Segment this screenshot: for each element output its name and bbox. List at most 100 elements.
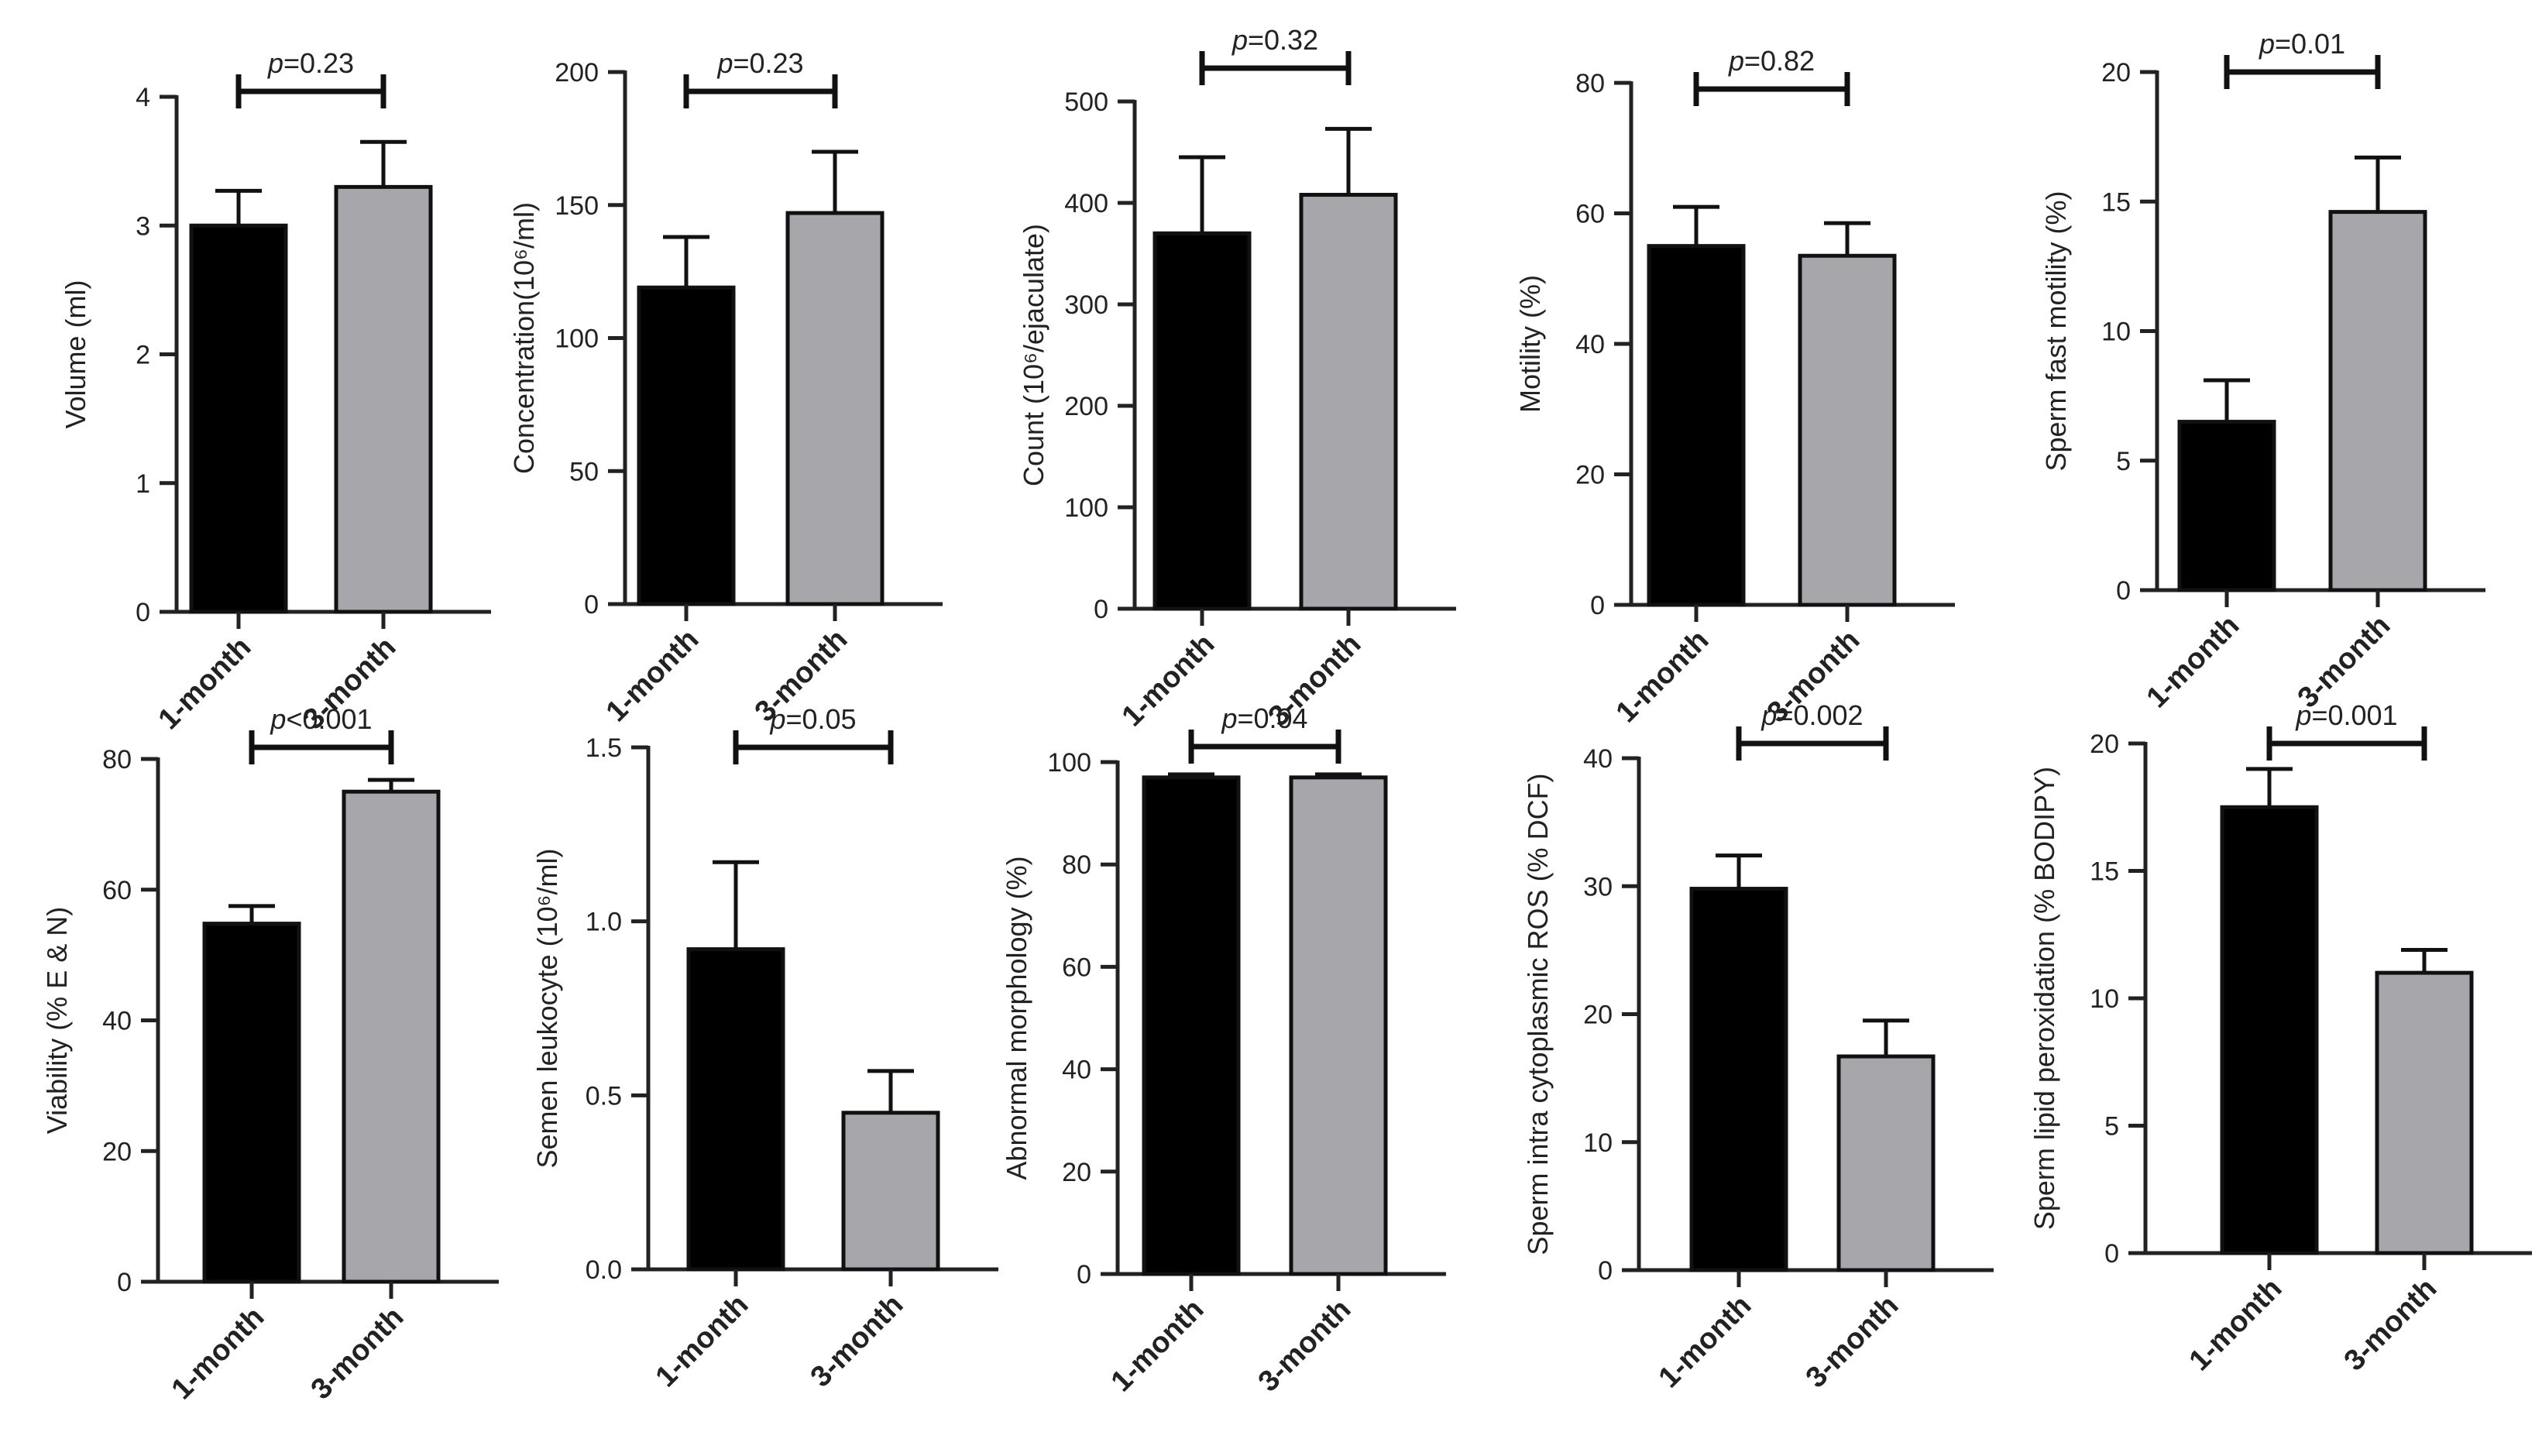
y-tick-label: 60 bbox=[102, 876, 132, 905]
x-category-label: 1-month bbox=[600, 623, 706, 729]
bar-3-month bbox=[2375, 970, 2474, 1255]
y-tick-label: 0 bbox=[584, 590, 599, 620]
y-tick-label: 4 bbox=[136, 83, 150, 112]
y-tick-label: 1.0 bbox=[586, 908, 622, 937]
y-tick-label: 100 bbox=[1064, 493, 1108, 523]
y-tick-label: 5 bbox=[2116, 447, 2131, 476]
y-axis-title: Sperm intra cytoplasmic ROS (% DCF) bbox=[1522, 773, 1554, 1255]
chart-panel-2: 0 50 100 150 200 Concentration(10⁶/ml) 1-month… bbox=[508, 47, 943, 728]
p-value-label: p=0.23 bbox=[267, 47, 354, 79]
y-tick-label: 10 bbox=[2090, 984, 2119, 1014]
chart-panel-8: 0 20 40 60 80 100 Abnormal morphology (%) 1-mon… bbox=[1001, 702, 1446, 1398]
x-category-label: 3-month bbox=[2292, 610, 2397, 715]
y-tick-label: 60 bbox=[1575, 200, 1605, 229]
chart-panel-6: 0 20 40 60 80 Viability (% E & N) 1-month 3-mon… bbox=[41, 703, 499, 1406]
bar-1-month bbox=[686, 947, 785, 1272]
bar-3-month bbox=[334, 184, 433, 614]
y-tick-label: 20 bbox=[1583, 1001, 1613, 1030]
y-tick-label: 10 bbox=[1583, 1128, 1613, 1158]
bar-3-month bbox=[1289, 775, 1388, 1276]
x-category-label: 3-month bbox=[805, 1289, 910, 1394]
y-tick-label: 10 bbox=[2101, 318, 2131, 347]
p-value-label: p=0.32 bbox=[1231, 24, 1318, 56]
bar-1-month bbox=[1689, 887, 1788, 1272]
y-tick-label: 40 bbox=[1583, 744, 1613, 774]
y-axis-title: Abnormal morphology (%) bbox=[1001, 856, 1032, 1180]
y-tick-label: 0.0 bbox=[586, 1255, 622, 1285]
y-tick-label: 150 bbox=[555, 191, 599, 221]
y-tick-label: 100 bbox=[555, 325, 599, 354]
y-tick-label: 15 bbox=[2090, 857, 2119, 887]
y-tick-label: 0 bbox=[1598, 1256, 1613, 1286]
y-tick-label: 30 bbox=[1583, 872, 1613, 901]
y-tick-label: 1 bbox=[136, 469, 150, 499]
bar-3-month bbox=[1798, 253, 1897, 607]
y-tick-label: 20 bbox=[1575, 461, 1605, 490]
bar-3-month bbox=[2328, 210, 2427, 592]
bar-3-month bbox=[1299, 193, 1398, 611]
y-tick-label: 40 bbox=[1575, 330, 1605, 359]
x-category-label: 1-month bbox=[650, 1289, 755, 1394]
x-category-label: 3-month bbox=[1252, 1293, 1358, 1399]
y-tick-label: 0.5 bbox=[586, 1081, 622, 1111]
y-tick-label: 20 bbox=[1062, 1158, 1091, 1187]
y-tick-label: 3 bbox=[136, 211, 150, 241]
p-value-label: p=0.04 bbox=[1221, 702, 1307, 734]
y-tick-label: 0 bbox=[117, 1268, 132, 1297]
p-value-label: p=0.82 bbox=[1728, 45, 1815, 77]
y-tick-label: 2 bbox=[136, 341, 150, 370]
p-value-label: p=0.001 bbox=[2295, 699, 2397, 731]
y-axis-title: Motility (%) bbox=[1514, 275, 1546, 413]
x-category-label: 1-month bbox=[1653, 1289, 1758, 1395]
y-tick-label: 0 bbox=[1590, 591, 1605, 620]
y-axis-title: Concentration(10⁶/ml) bbox=[508, 202, 540, 474]
y-axis-title: Sperm fast motility (%) bbox=[2040, 191, 2072, 471]
p-value-label: p=0.002 bbox=[1761, 699, 1863, 731]
bar-1-month bbox=[2220, 805, 2319, 1255]
y-tick-label: 200 bbox=[555, 58, 599, 88]
y-tick-label: 0 bbox=[136, 598, 150, 627]
chart-panel-7: 0.0 0.5 1.0 1.5 Semen leukocyte (10⁶/ml) 1-mo… bbox=[531, 703, 998, 1393]
bar-3-month bbox=[785, 211, 885, 606]
y-tick-label: 80 bbox=[102, 745, 132, 774]
p-value-label: p=0.05 bbox=[769, 703, 856, 735]
y-tick-label: 80 bbox=[1062, 850, 1091, 880]
y-tick-label: 0 bbox=[1077, 1260, 1091, 1289]
y-tick-label: 300 bbox=[1064, 290, 1108, 320]
x-category-label: 1-month bbox=[153, 631, 258, 737]
y-axis-title: Semen leukocyte (10⁶/ml) bbox=[531, 849, 563, 1169]
y-tick-label: 0 bbox=[2104, 1239, 2119, 1269]
bar-1-month bbox=[1647, 244, 1746, 607]
y-axis-title: Volume (ml) bbox=[60, 280, 91, 428]
y-tick-label: 20 bbox=[2090, 730, 2119, 759]
y-tick-label: 0 bbox=[1094, 595, 1108, 624]
y-tick-label: 20 bbox=[2101, 58, 2131, 88]
y-tick-label: 500 bbox=[1064, 88, 1108, 117]
chart-panel-10: 0 5 10 15 20 Sperm lipid peroxidation (% BODI… bbox=[2028, 699, 2532, 1377]
x-category-label: 3-month bbox=[2338, 1272, 2444, 1378]
chart-panel-5: 0 5 10 15 20 Sperm fast motility (%) 1-month 3-… bbox=[2040, 28, 2485, 714]
p-value-label: p<0.001 bbox=[270, 703, 372, 735]
y-tick-label: 0 bbox=[2116, 576, 2131, 606]
bar-1-month bbox=[637, 285, 736, 606]
chart-panel-3: 0 100 200 300 400 500 Count (10⁶/ejaculate) 1-m… bbox=[1018, 24, 1456, 733]
bar-3-month bbox=[1836, 1054, 1936, 1272]
y-tick-label: 1.5 bbox=[586, 733, 622, 763]
y-axis-title: Sperm lipid peroxidation (% BODIPY) bbox=[2028, 767, 2060, 1230]
y-tick-label: 60 bbox=[1062, 953, 1091, 982]
x-category-label: 3-month bbox=[1800, 1289, 1905, 1395]
p-value-label: p=0.01 bbox=[2259, 28, 2345, 60]
x-category-label: 1-month bbox=[1105, 1293, 1211, 1399]
x-category-label: 1-month bbox=[2183, 1272, 2289, 1378]
y-tick-label: 40 bbox=[102, 1007, 132, 1036]
x-category-label: 1-month bbox=[1610, 624, 1716, 730]
y-tick-label: 400 bbox=[1064, 189, 1108, 218]
bar-1-month bbox=[1152, 231, 1252, 611]
y-axis-title: Viability (% E & N) bbox=[41, 907, 73, 1134]
x-category-label: 1-month bbox=[1116, 628, 1221, 733]
bar-1-month bbox=[189, 223, 288, 614]
bar-3-month bbox=[841, 1111, 940, 1272]
